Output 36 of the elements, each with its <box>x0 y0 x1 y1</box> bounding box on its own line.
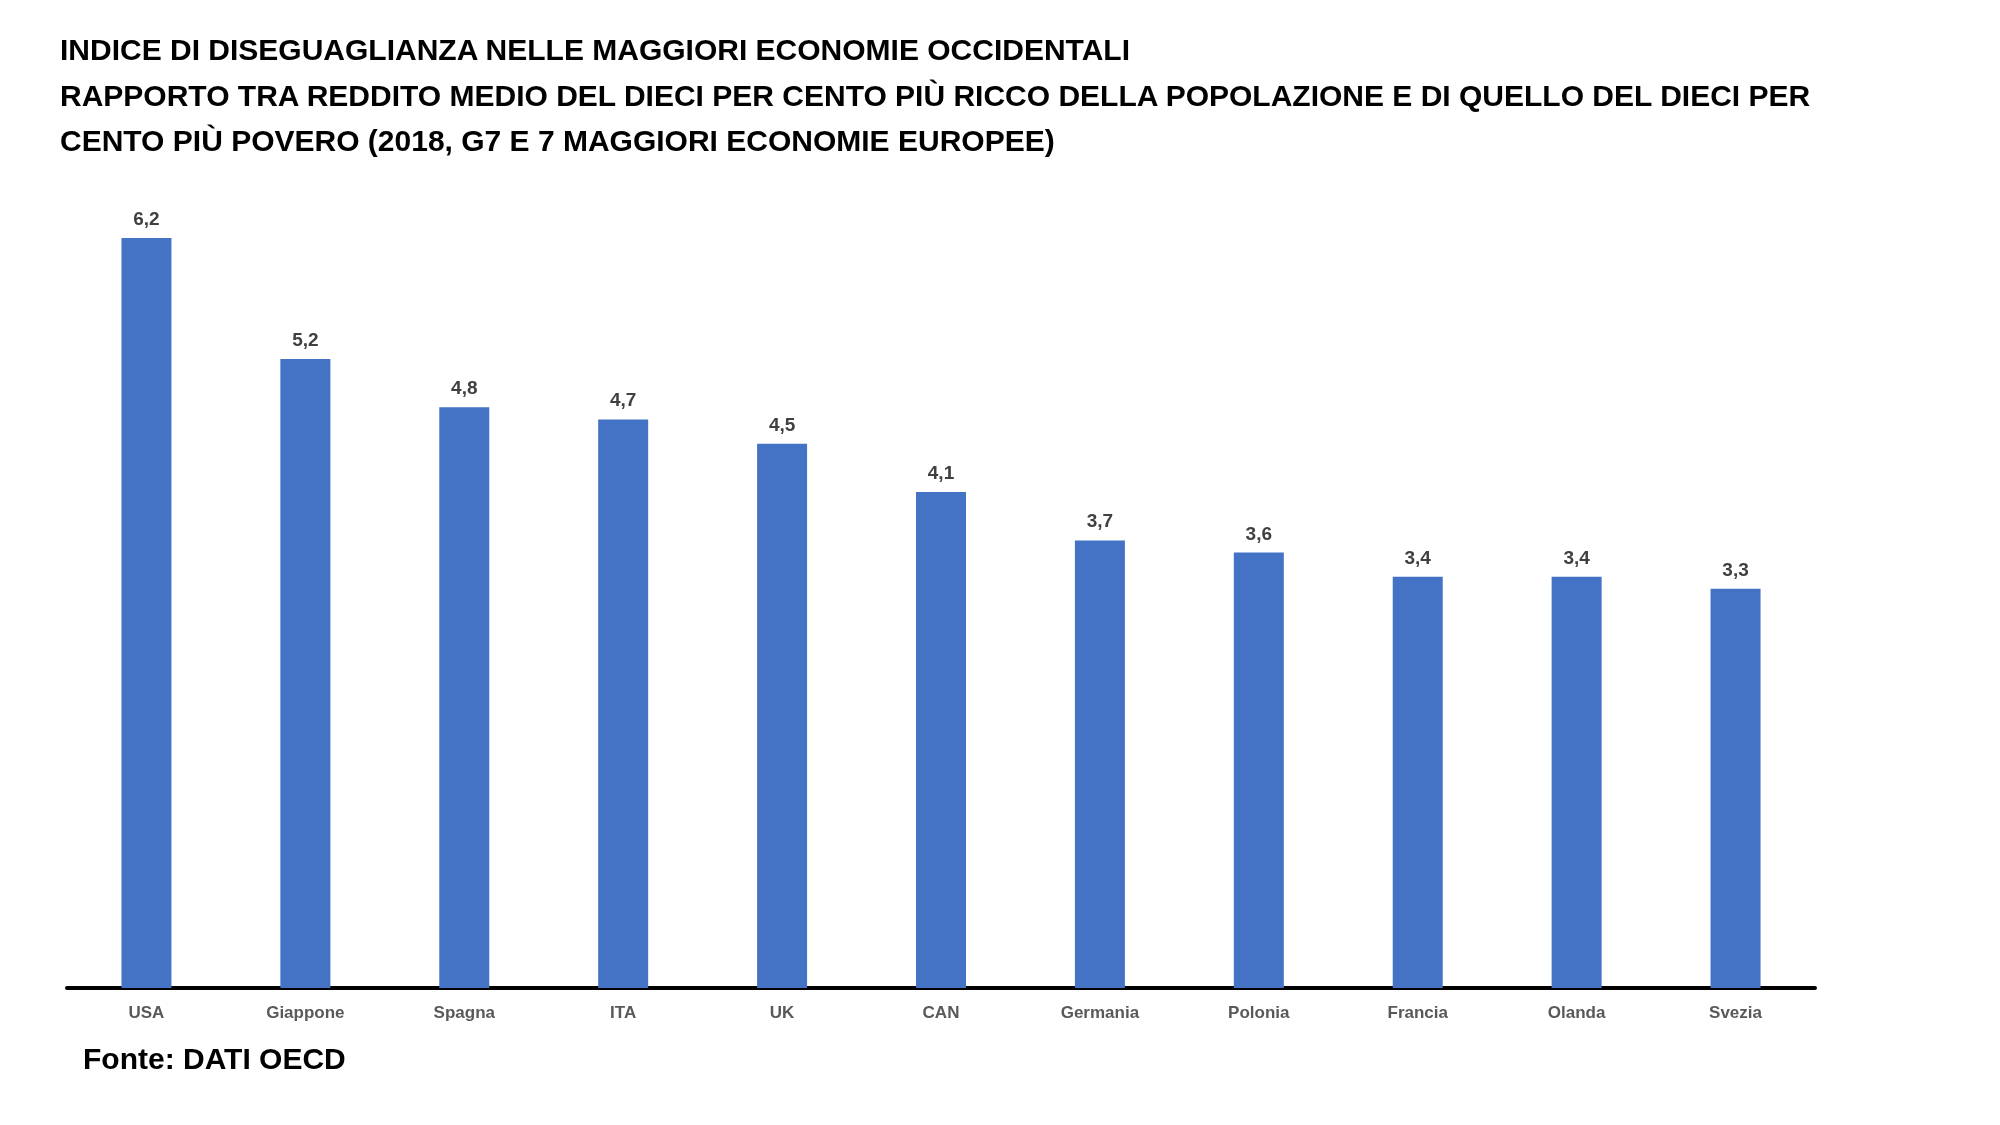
x-tick-label: ITA <box>610 1003 637 1022</box>
data-label: 6,2 <box>133 208 160 229</box>
data-label: 4,5 <box>768 413 796 435</box>
data-label: 3,7 <box>1086 510 1114 532</box>
x-tick-label: Svezia <box>1709 1003 1763 1022</box>
x-tick-label: CAN <box>922 1003 960 1022</box>
data-label: 5,2 <box>292 328 319 350</box>
data-label: 3,3 <box>1722 558 1749 580</box>
source-note: Fonte: DATI OECD <box>83 1041 346 1075</box>
x-tick-label: Francia <box>1387 1003 1449 1022</box>
data-label: 3,4 <box>1404 546 1432 568</box>
data-label: 4,1 <box>927 462 955 484</box>
x-tick-label: Germania <box>1060 1003 1140 1022</box>
x-tick-label: Spagna <box>433 1003 496 1022</box>
chart-title: INDICE DI DISEGUAGLIANZA NELLE MAGGIORI ECONOMIE OCCIDENTALI <box>60 32 1131 66</box>
bar <box>1233 552 1284 988</box>
bar <box>1392 576 1443 988</box>
bar <box>121 238 172 988</box>
bar <box>916 492 966 988</box>
chart-subtitle: RAPPORTO TRA REDDITO MEDIO DEL DIECI PER CENTO PIÙ RICCO DELLA POPOLAZIONE E DI QUELLO DEL DIECI PER CENTO PIÙ POVERO (2018, G7 E 7 MAGGIORI ECONOMIE EUROPEE) <box>60 79 1819 157</box>
x-tick-label: UK <box>769 1003 796 1022</box>
bar <box>598 419 649 988</box>
bar <box>757 443 808 988</box>
bar <box>1710 588 1761 988</box>
bar <box>1074 540 1125 988</box>
bar <box>280 358 331 988</box>
data-label: 3,4 <box>1563 546 1591 568</box>
x-tick-label: Polonia <box>1228 1003 1291 1022</box>
bar <box>1551 576 1602 988</box>
data-label: 3,6 <box>1245 522 1273 544</box>
bar <box>439 407 490 988</box>
x-tick-label: Giappone <box>266 1003 345 1022</box>
data-label: 4,7 <box>609 389 637 411</box>
data-label: 4,8 <box>451 377 478 399</box>
x-tick-label: USA <box>128 1003 165 1022</box>
x-tick-label: Olanda <box>1547 1003 1606 1022</box>
